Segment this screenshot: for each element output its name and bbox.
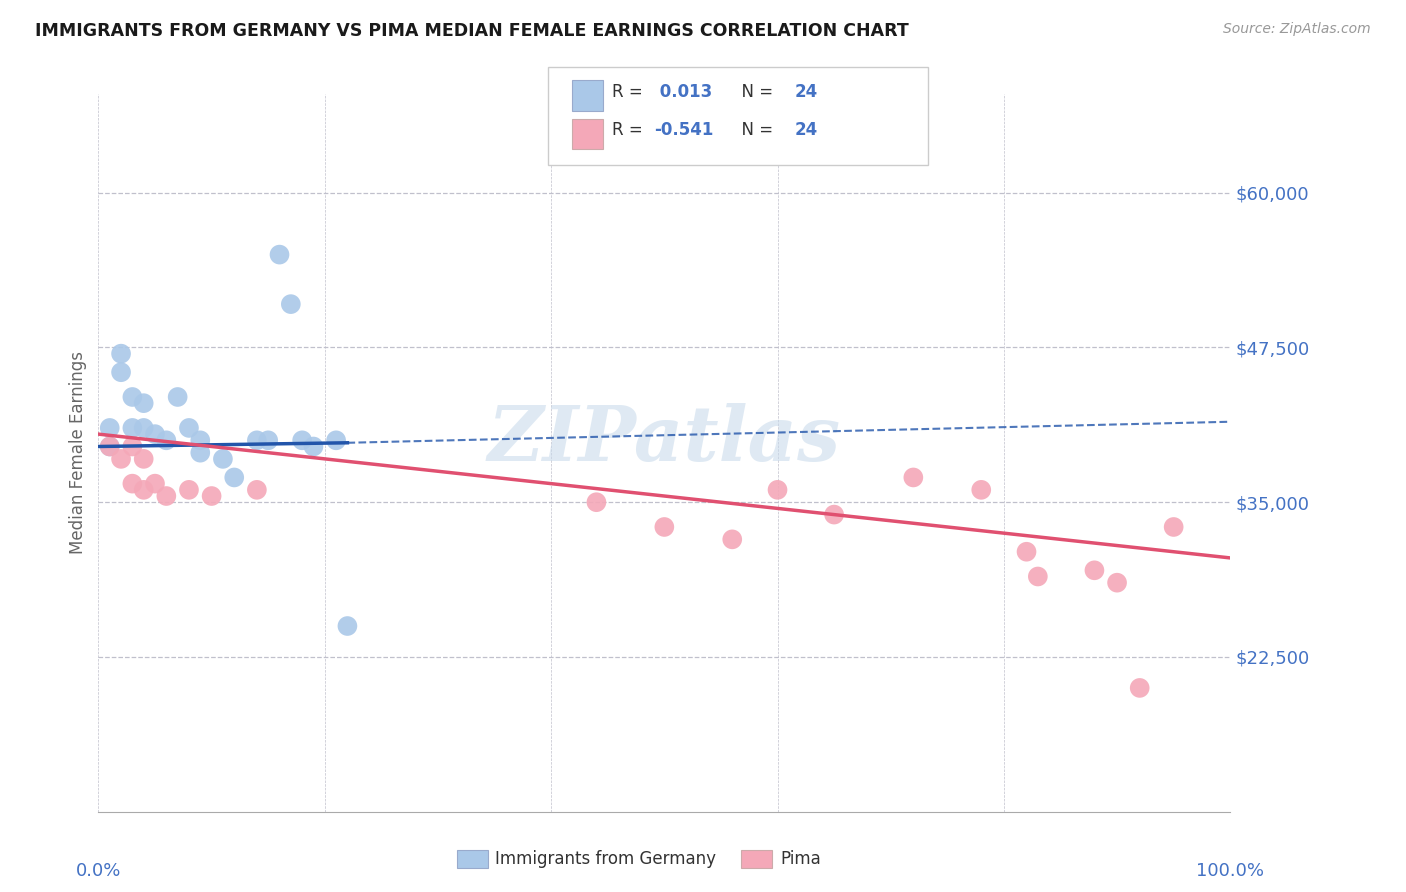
Point [110, 365, 132, 379]
Text: ZIPatlas: ZIPatlas [488, 403, 841, 477]
Point [1163, 520, 1185, 534]
Point [143, 476, 166, 491]
Text: R =: R = [612, 83, 648, 101]
Point [201, 489, 224, 503]
Text: 0.013: 0.013 [654, 83, 711, 101]
Point [1015, 545, 1038, 559]
Text: 100.0%: 100.0% [1197, 862, 1264, 880]
Point [1129, 681, 1152, 695]
Point [652, 520, 676, 534]
Text: Immigrants from Germany: Immigrants from Germany [495, 850, 716, 868]
Point [177, 421, 200, 435]
Text: 24: 24 [794, 121, 818, 139]
Point [110, 451, 132, 466]
Point [257, 434, 280, 448]
Text: IMMIGRANTS FROM GERMANY VS PIMA MEDIAN FEMALE EARNINGS CORRELATION CHART: IMMIGRANTS FROM GERMANY VS PIMA MEDIAN F… [35, 22, 908, 40]
Point [98, 440, 121, 454]
Text: N =: N = [731, 121, 779, 139]
Text: 24: 24 [794, 83, 818, 101]
Text: Pima: Pima [780, 850, 821, 868]
Point [110, 346, 132, 360]
Point [121, 390, 143, 404]
Point [336, 619, 359, 633]
Point [132, 421, 155, 435]
Text: -0.541: -0.541 [654, 121, 713, 139]
Point [302, 440, 325, 454]
Point [766, 483, 789, 497]
Point [823, 508, 845, 522]
Point [98, 440, 121, 454]
Point [121, 421, 143, 435]
Point [143, 427, 166, 442]
Point [903, 470, 925, 484]
Point [970, 483, 993, 497]
Point [188, 446, 211, 460]
Point [121, 440, 143, 454]
Point [1026, 569, 1049, 583]
Point [325, 434, 347, 448]
Point [280, 297, 302, 311]
Point [177, 483, 200, 497]
Point [212, 451, 235, 466]
Point [155, 489, 177, 503]
Point [166, 390, 188, 404]
Point [269, 247, 291, 261]
Text: R =: R = [612, 121, 648, 139]
Y-axis label: Median Female Earnings: Median Female Earnings [69, 351, 87, 554]
Point [721, 533, 744, 547]
Text: N =: N = [731, 83, 779, 101]
Point [1083, 563, 1105, 577]
Text: 0.0%: 0.0% [76, 862, 121, 880]
Point [121, 476, 143, 491]
Text: Source: ZipAtlas.com: Source: ZipAtlas.com [1223, 22, 1371, 37]
Point [291, 434, 314, 448]
Point [246, 434, 269, 448]
Point [246, 483, 269, 497]
Point [585, 495, 607, 509]
Point [224, 470, 246, 484]
Point [132, 451, 155, 466]
Point [1107, 575, 1129, 590]
Point [188, 434, 211, 448]
Point [132, 483, 155, 497]
Point [155, 434, 177, 448]
Point [98, 421, 121, 435]
Point [132, 396, 155, 410]
